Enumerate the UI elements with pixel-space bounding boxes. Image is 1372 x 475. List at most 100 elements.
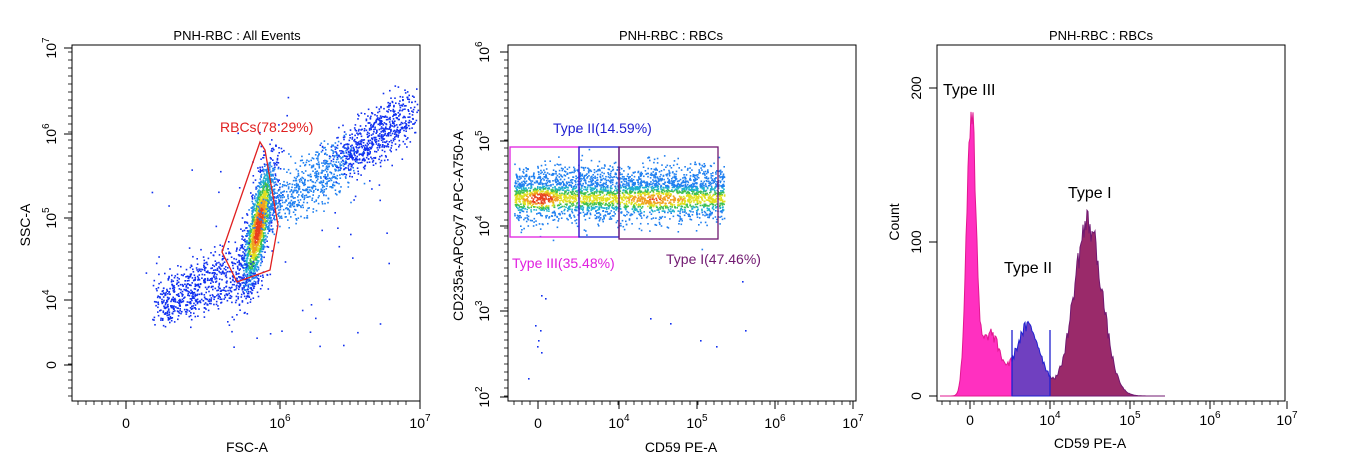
event-dot [218, 278, 221, 280]
event-dot [556, 184, 558, 186]
event-dot [387, 132, 390, 134]
event-dot [289, 204, 292, 207]
event-dot [180, 288, 182, 291]
event-dot [159, 309, 161, 312]
event-dot [389, 89, 391, 92]
event-dot [190, 292, 193, 294]
event-dot [188, 294, 191, 297]
event-dot [236, 282, 239, 284]
event-dot [231, 262, 234, 264]
event-dot [371, 142, 374, 144]
event-dot [416, 111, 418, 114]
event-dot [339, 169, 341, 172]
event-dot [189, 307, 192, 309]
event-dot [257, 238, 259, 240]
event-dot [155, 262, 158, 265]
event-dot [406, 146, 408, 148]
event-dot [586, 173, 588, 175]
event-dot [290, 193, 293, 196]
event-dot [630, 203, 633, 206]
event-dot [261, 231, 264, 234]
event-dot [279, 206, 282, 209]
event-dot [576, 209, 578, 212]
event-dot [248, 248, 251, 250]
event-dot [239, 276, 241, 279]
event-dot [380, 122, 382, 124]
event-dot [274, 173, 277, 175]
event-dot [161, 319, 164, 321]
event-dot [276, 164, 278, 166]
event-dot [361, 159, 364, 162]
event-dot [356, 142, 359, 144]
event-dot [314, 181, 317, 184]
event-dot [247, 250, 250, 253]
event-dot [712, 180, 715, 182]
event-dot [166, 314, 168, 317]
event-dot [340, 152, 342, 155]
event-dot [303, 197, 306, 199]
event-dot [705, 172, 708, 175]
event-dot [354, 160, 357, 163]
event-dot [261, 244, 263, 247]
event-dot [593, 199, 595, 201]
event-dot [254, 225, 256, 228]
event-dot [632, 187, 634, 189]
event-dot [412, 123, 414, 125]
event-dot [328, 163, 330, 165]
event-dot [592, 195, 594, 198]
event-dot [267, 177, 270, 180]
event-dot [280, 147, 283, 150]
event-dot [365, 147, 367, 150]
event-dot [599, 200, 601, 203]
event-dot [306, 215, 309, 217]
event-dot [399, 106, 402, 109]
event-dot [573, 171, 575, 174]
event-dot [247, 288, 249, 291]
event-dot [255, 254, 258, 256]
event-dot [236, 314, 238, 316]
event-dot [263, 229, 265, 231]
event-dot [192, 293, 194, 296]
event-dot [611, 169, 614, 172]
event-dot [245, 266, 248, 269]
event-dot [386, 140, 388, 143]
event-dot [279, 205, 282, 207]
event-dot [293, 189, 296, 191]
event-dot [378, 146, 381, 148]
event-dot [364, 159, 366, 161]
event-dot [547, 178, 549, 180]
event-dot [394, 120, 396, 122]
event-dot [370, 134, 373, 136]
event-dot [414, 121, 416, 124]
event-dot [404, 89, 406, 91]
event-dot [249, 228, 252, 230]
event-dot [250, 254, 252, 256]
event-dot [236, 261, 239, 264]
event-dot [259, 209, 262, 212]
event-dot [248, 225, 251, 228]
event-dot [245, 263, 248, 266]
event-dot [651, 209, 654, 212]
event-dot [699, 185, 702, 188]
event-dot [411, 110, 413, 112]
event-dot [656, 169, 658, 171]
event-dot [588, 217, 591, 219]
event-dot [284, 216, 287, 218]
event-dot [370, 123, 372, 126]
event-dot [203, 266, 205, 268]
event-dot [366, 142, 369, 145]
event-dot [253, 256, 256, 259]
event-dot [264, 251, 266, 253]
event-dot [596, 188, 598, 191]
event-dot [609, 193, 612, 196]
event-dot [166, 288, 168, 291]
event-dot [337, 161, 340, 163]
event-dot [257, 204, 259, 206]
event-dot [153, 319, 155, 321]
event-dot [405, 105, 407, 107]
event-dot [385, 126, 387, 128]
event-dot [667, 180, 670, 182]
event-dot [356, 179, 358, 181]
event-dot [358, 132, 360, 135]
event-dot [185, 304, 187, 306]
